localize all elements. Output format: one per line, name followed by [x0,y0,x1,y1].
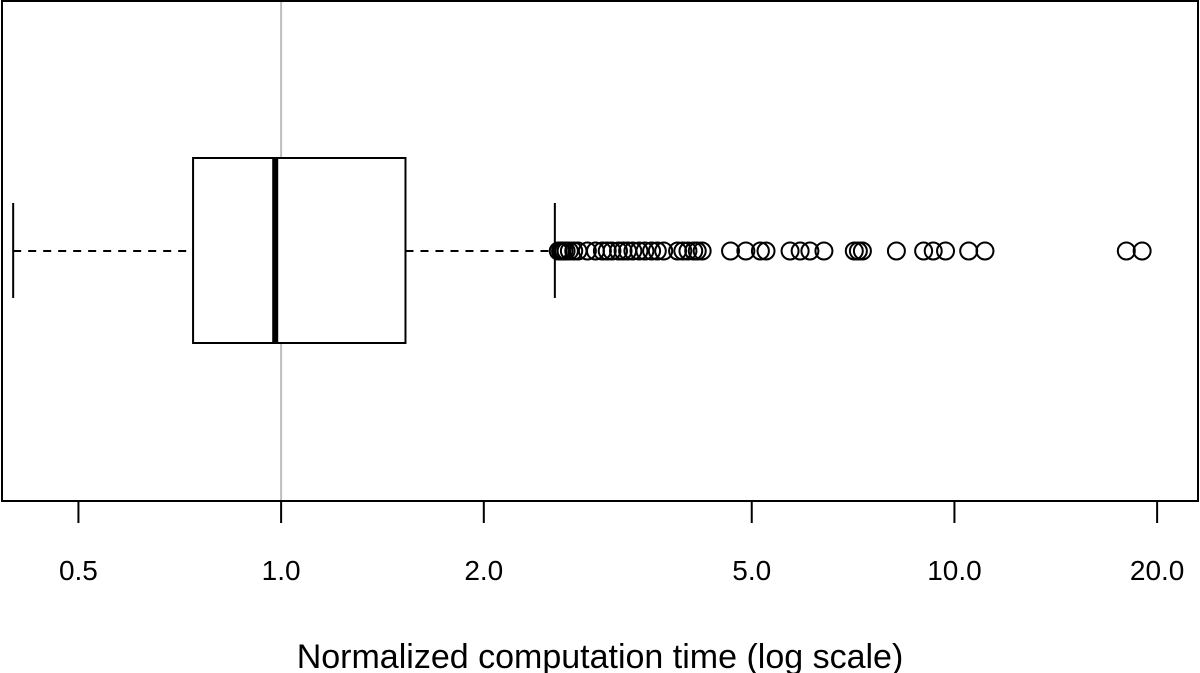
outlier-point [923,241,943,261]
x-tick-label: 2.0 [464,555,503,586]
outlier-point [1132,241,1152,261]
outlier-point [608,241,628,261]
outlier-point [673,241,693,261]
outlier-point [800,241,820,261]
outlier-point [756,241,776,261]
outlier-point [629,241,649,261]
outlier-point [597,241,617,261]
outlier-point [886,241,906,261]
outlier-point [936,241,956,261]
outlier-point [647,241,667,261]
x-axis-title: Normalized computation time (log scale) [297,638,904,673]
outlier-point [613,241,633,261]
x-tick-label: 20.0 [1130,555,1185,586]
outlier-point [959,241,979,261]
outlier-point [750,241,770,261]
outlier-point [790,241,810,261]
outlier-point [1116,241,1136,261]
outlier-point [852,241,872,261]
outlier-point [692,241,712,261]
outlier-point [687,241,707,261]
box-group [12,157,556,344]
outlier-point [602,241,622,261]
outlier-point [814,241,834,261]
outlier-point [635,241,655,261]
x-tick-label: 5.0 [732,555,771,586]
plot-frame [1,0,1199,502]
outlier-point [623,241,643,261]
interquartile-box [192,157,407,344]
x-tick-label: 10.0 [927,555,982,586]
x-axis: 0.5 1.0 2.0 5.0 10.0 20.0 [59,501,1184,586]
x-tick-label: 0.5 [59,555,98,586]
outlier-point [678,241,698,261]
outlier-group [548,241,1152,261]
x-tick-label: 1.0 [262,555,301,586]
outlier-point [721,241,741,261]
outlier-point [577,241,597,261]
outlier-point [780,241,800,261]
outlier-point [564,241,584,261]
outlier-point [914,241,934,261]
outlier-point [975,241,995,261]
outlier-point [848,241,868,261]
outlier-point [736,241,756,261]
outlier-point [642,241,662,261]
outlier-point [654,241,674,261]
